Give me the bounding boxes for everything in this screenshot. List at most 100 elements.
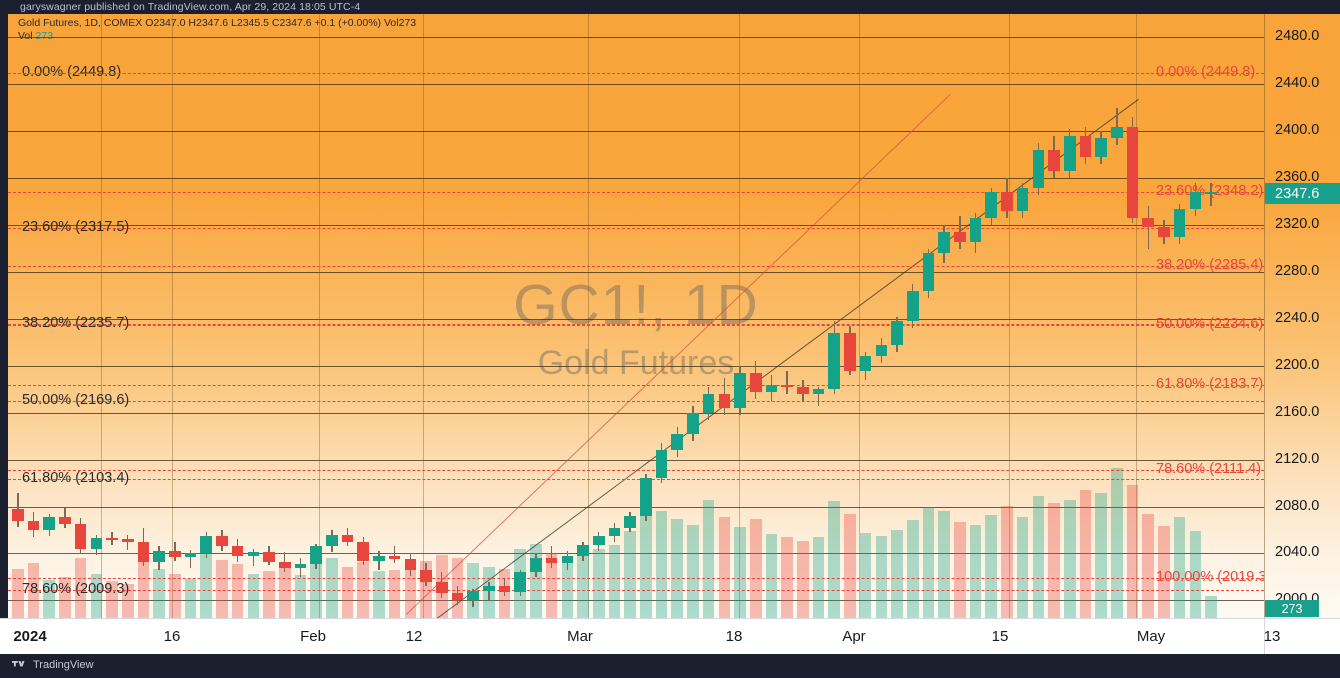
fib-label-left: 78.60% (2009.3): [22, 581, 130, 597]
candle-body: [938, 232, 950, 254]
time-axis-tick: 13: [1263, 628, 1281, 645]
fib-label-right: 23.60% (2348.2): [1156, 183, 1264, 199]
volume-bar: [247, 573, 260, 618]
chart-frame: GC1!, 1D Gold Futures Gold Futures, 1D, …: [0, 14, 1340, 655]
price-axis[interactable]: 2480.0 2440.0 2400.0 2360.0 2320.0 2280.0 2240…: [1264, 14, 1340, 618]
candle-body: [388, 555, 401, 560]
candle-wick: [127, 534, 129, 550]
vertical-gridline: [859, 14, 860, 618]
horizontal-gridline: [8, 366, 1264, 367]
candle-body: [624, 515, 636, 528]
fib-level-line-right: [8, 325, 1264, 326]
horizontal-gridline: [8, 553, 1264, 554]
candle-body: [137, 541, 150, 562]
price-axis-tick: 2320.0: [1275, 216, 1320, 232]
volume-bar: [1126, 485, 1139, 618]
candle-body: [812, 389, 825, 394]
volume-bar: [1032, 496, 1045, 618]
candle-body: [969, 218, 982, 242]
vertical-gridline: [1136, 14, 1137, 618]
vertical-gridline: [739, 14, 740, 618]
candle-body: [247, 552, 260, 556]
candle-body: [43, 517, 56, 531]
candle-body: [906, 290, 919, 322]
publisher-text: garyswagner published on TradingView.com…: [20, 1, 361, 13]
fib-level-line-left: [8, 324, 1264, 325]
candle-body: [530, 558, 542, 573]
price-axis-tick: 2400.0: [1275, 122, 1320, 138]
legend-volume-label: Vol: [18, 30, 33, 42]
candle-body: [1001, 192, 1013, 212]
volume-bar: [1158, 526, 1170, 618]
candle-body: [640, 478, 652, 516]
volume-bar: [922, 507, 935, 618]
volume-bar: [749, 518, 762, 618]
volume-bar: [624, 531, 636, 618]
watermark-symbol: GC1!, 1D: [513, 273, 759, 337]
volume-bar: [12, 569, 24, 618]
volume-bar: [420, 561, 432, 618]
candle-body: [1126, 126, 1139, 219]
candle-wick: [1116, 107, 1118, 146]
volume-bar: [1095, 493, 1107, 618]
volume-bar: [1079, 490, 1092, 618]
fib-level-line-right: [8, 385, 1264, 386]
time-axis-tick: Feb: [300, 628, 326, 645]
candle-body: [278, 561, 291, 568]
tradingview-logo[interactable]: TradingView: [12, 659, 94, 671]
volume-bar: [231, 564, 244, 618]
candle-wick: [1147, 206, 1149, 249]
candle-wick: [959, 215, 961, 249]
volume-bar: [1016, 516, 1029, 618]
volume-bar: [326, 558, 338, 618]
candle-body: [1142, 218, 1155, 228]
volume-bar: [859, 532, 872, 618]
volume-bar: [200, 553, 213, 618]
volume-bar: [797, 540, 809, 618]
candle-body: [263, 552, 275, 562]
volume-bar: [1189, 531, 1202, 618]
legend-volume-value: 273: [35, 30, 54, 42]
volume-bar: [1111, 468, 1123, 618]
fib-label-right: 78.60% (2111.4): [1156, 461, 1262, 477]
volume-bar: [969, 524, 982, 618]
tradingview-mark-icon: [12, 660, 25, 666]
candle-body: [1063, 135, 1076, 172]
candle-body: [357, 541, 370, 561]
fib-label-left: 0.00% (2449.8): [22, 64, 122, 80]
volume-bar: [74, 558, 87, 618]
candle-body: [687, 412, 699, 434]
time-axis[interactable]: 2024 16 Feb 12 Mar 18 Apr 15 May 13: [0, 618, 1340, 655]
price-plot-area[interactable]: GC1!, 1D Gold Futures Gold Futures, 1D, …: [8, 14, 1264, 618]
price-axis-tick: 2200.0: [1275, 357, 1320, 373]
time-axis-tick: 2024: [13, 628, 47, 645]
price-axis-tick: 2480.0: [1275, 28, 1320, 44]
volume-bar: [137, 561, 150, 618]
time-axis-tick: 16: [163, 628, 181, 645]
candle-body: [608, 527, 621, 536]
price-axis-tick: 2040.0: [1275, 544, 1320, 560]
volume-bar: [121, 584, 134, 618]
candle-body: [216, 535, 228, 547]
candle-wick: [393, 546, 396, 563]
volume-bar: [545, 553, 558, 618]
fib-label-right: 38.20% (2285.4): [1156, 257, 1264, 273]
fib-label-right: 0.00% (2449.8): [1156, 64, 1256, 80]
fib-level-line-right: [8, 192, 1264, 193]
candle-body: [702, 393, 715, 413]
vertical-gridline: [101, 14, 102, 618]
time-axis-tick: Mar: [567, 628, 593, 645]
volume-bar: [278, 568, 291, 618]
candle-body: [373, 555, 385, 561]
time-axis-tick: 18: [725, 628, 743, 645]
candle-wick: [786, 370, 788, 394]
footer-bar: TradingView: [0, 654, 1340, 678]
price-axis-tick: 2360.0: [1275, 169, 1320, 185]
fib-level-line-left: [8, 479, 1264, 480]
publisher-strip: garyswagner published on TradingView.com…: [0, 0, 1340, 14]
candle-body: [404, 559, 417, 570]
candle-body: [577, 545, 589, 556]
volume-bar: [294, 575, 307, 618]
candle-wick: [252, 548, 255, 567]
candle-body: [483, 586, 495, 592]
